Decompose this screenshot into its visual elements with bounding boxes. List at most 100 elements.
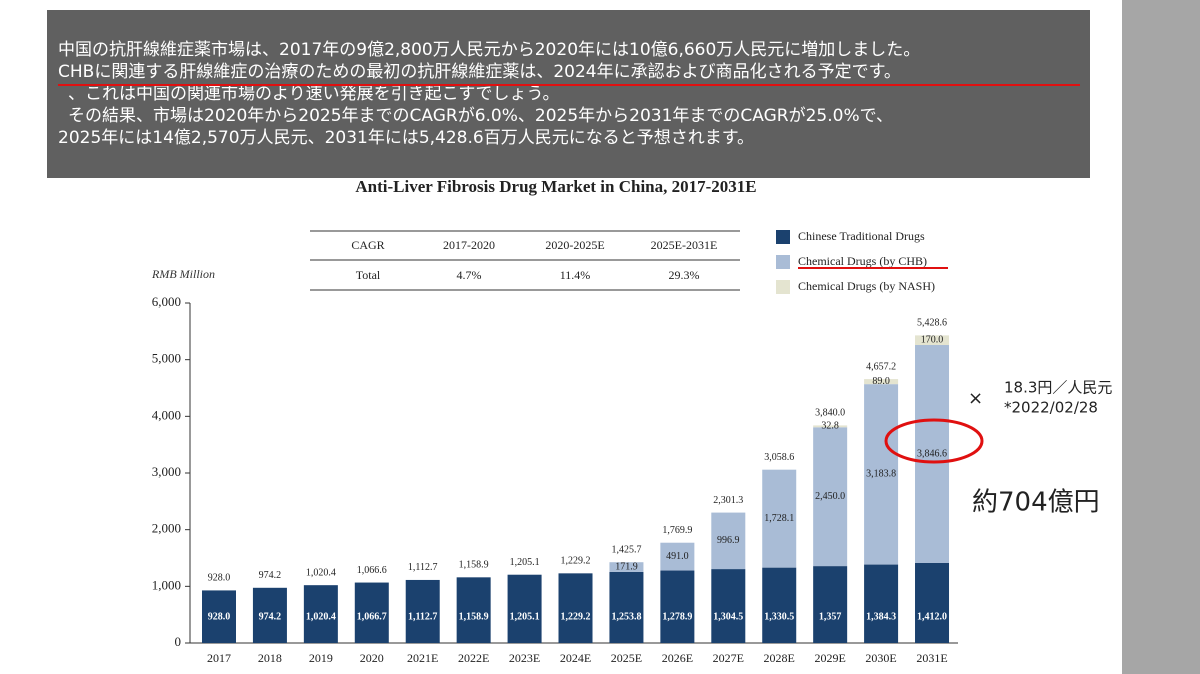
value-label: 491.0	[666, 551, 689, 562]
value-label: 1,229.2	[561, 611, 591, 622]
note-rate: 18.3円／人民元	[1004, 379, 1112, 397]
value-label: 1,304.5	[713, 611, 743, 622]
bar-segment	[507, 574, 542, 643]
value-label: 3,183.8	[866, 469, 896, 480]
total-label: 1,112.7	[408, 562, 438, 573]
value-label: 170.0	[921, 334, 944, 345]
bar-segment	[813, 427, 848, 567]
total-label: 974.2	[259, 570, 282, 581]
value-label: 1,412.0	[917, 611, 947, 622]
value-label: 1,330.5	[764, 611, 794, 622]
bar-segment	[813, 425, 848, 428]
table-cell: 11.4%	[560, 268, 591, 282]
legend-label: Chinese Traditional Drugs	[798, 229, 925, 243]
bar-segment	[711, 512, 746, 570]
legend-label: Chemical Drugs (by NASH)	[798, 279, 935, 293]
total-label: 2,301.3	[713, 495, 743, 506]
overlay-text: 中国の抗肝線維症薬市場は、2017年の9億2,800万人民元から2020年には1…	[58, 40, 920, 148]
plot: 0 1,000 2,000 3,000 4,000 5,000 6,000 2017 928.0…	[152, 229, 958, 665]
x-tick-label: 2020	[360, 651, 384, 665]
y-tick-label: 5,000	[152, 351, 181, 366]
x-tick-label: 2022E	[458, 651, 489, 665]
y-tick-label: 6,000	[152, 294, 181, 309]
total-label: 3,840.0	[815, 408, 845, 419]
x-tick-label: 2019	[309, 651, 333, 665]
value-label: 974.2	[259, 611, 282, 622]
x-tick-label: 2029E	[814, 651, 845, 665]
table-cell: 4.7%	[457, 268, 482, 282]
bar-segment	[660, 542, 695, 571]
value-label: 3,846.6	[917, 448, 947, 459]
overlay-line: 、これは中国の関連市場のより速い発展を引き起こすでしょう。	[68, 84, 559, 104]
table-header: 2017-2020	[443, 238, 495, 252]
bar-segment	[609, 562, 644, 572]
overlay-line: CHBに関連する肝線維症の治療のための最初の抗肝線維症薬は、2024年に承認およ…	[58, 62, 901, 82]
bar-segment	[813, 566, 848, 643]
x-tick-label: 2026E	[662, 651, 693, 665]
value-label: 1,384.3	[866, 611, 896, 622]
value-label: 1,205.1	[510, 611, 540, 622]
value-label: 928.0	[208, 611, 231, 622]
bar-segment	[303, 585, 338, 643]
x-tick-label: 2021E	[407, 651, 438, 665]
highlight-circle	[884, 418, 984, 464]
y-tick-label: 2,000	[152, 521, 181, 536]
overlay-line: 2025年には14億2,570万人民元、2031年には5,428.6百万人民元に…	[58, 128, 754, 148]
y-axis-label: RMB Million	[151, 267, 215, 281]
table-header: 2025E-2031E	[651, 238, 718, 252]
bar-segment	[711, 569, 746, 643]
note-yen: 約704億円	[972, 488, 1100, 518]
total-label: 1,066.6	[357, 565, 387, 576]
table-header: CAGR	[351, 238, 384, 252]
value-label: 1,112.7	[408, 611, 437, 622]
bar-segment	[609, 571, 644, 643]
bar-segment	[864, 379, 899, 385]
table-header: 2020-2025E	[545, 238, 604, 252]
bar-segment	[558, 573, 593, 643]
value-label: 1,278.9	[662, 611, 692, 622]
y-tick-label: 0	[175, 634, 182, 649]
x-tick-label: 2030E	[865, 651, 896, 665]
y-tick-label: 3,000	[152, 464, 181, 479]
bar-segment	[915, 335, 950, 346]
bar-segment	[915, 345, 950, 563]
table-cell: Total	[356, 268, 381, 282]
bar-segment	[762, 469, 797, 568]
y-tick-label: 4,000	[152, 407, 181, 422]
x-tick-label: 2025E	[611, 651, 642, 665]
value-label: 1,728.1	[764, 513, 794, 524]
bar-segment	[456, 577, 491, 643]
overlay-line: 中国の抗肝線維症薬市場は、2017年の9億2,800万人民元から2020年には1…	[58, 40, 920, 60]
total-label: 1,205.1	[510, 557, 540, 568]
value-label: 996.9	[717, 535, 740, 546]
bar-segment	[915, 562, 950, 643]
bar-segment	[762, 567, 797, 643]
chart-title: Anti-Liver Fibrosis Drug Market in China…	[355, 177, 756, 196]
x-tick-label: 2028E	[764, 651, 795, 665]
x-tick-label: 2024E	[560, 651, 591, 665]
note-date: *2022/02/28	[1004, 399, 1098, 417]
total-label: 1,158.9	[459, 560, 489, 571]
x-tick-label: 2027E	[713, 651, 744, 665]
value-label: 1,020.4	[306, 611, 336, 622]
x-tick-label: 2017	[207, 651, 231, 665]
value-label: 89.0	[872, 376, 890, 387]
bar-segment	[660, 570, 695, 643]
table-cell: 29.3%	[669, 268, 700, 282]
note-times: ×	[968, 388, 983, 409]
value-label: 1,253.8	[611, 611, 641, 622]
total-label: 928.0	[208, 573, 231, 584]
total-label: 1,020.4	[306, 567, 336, 578]
y-tick-label: 1,000	[152, 577, 181, 592]
total-label: 1,425.7	[611, 545, 641, 556]
sidebar	[1122, 0, 1200, 674]
cagr-table: CAGR 2017-2020 2020-2025E 2025E-2031E Total 4…	[310, 230, 740, 291]
legend-swatch	[776, 255, 790, 269]
value-label: 1,066.7	[357, 611, 387, 622]
bar-segment	[864, 384, 899, 565]
bar-segment	[405, 579, 440, 643]
overlay-box	[47, 10, 1090, 178]
legend-swatch	[776, 280, 790, 294]
